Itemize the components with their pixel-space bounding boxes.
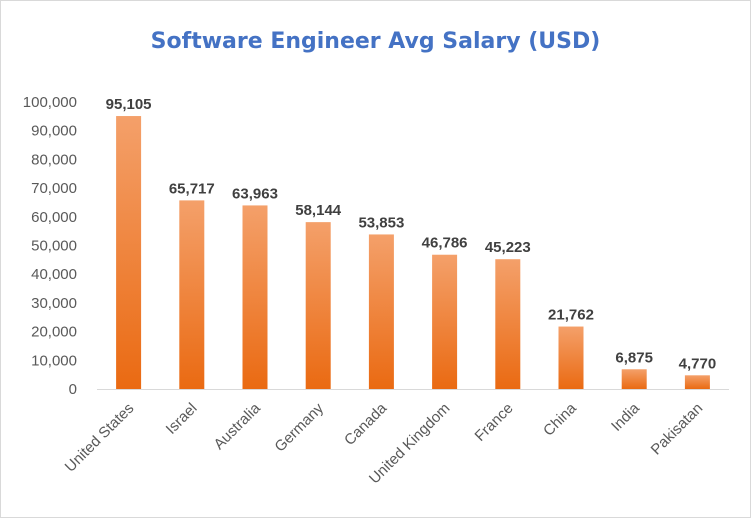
bar: [368, 234, 394, 389]
data-label: 95,105: [106, 96, 152, 113]
x-tick-label: India: [608, 399, 643, 434]
y-tick-label: 90,000: [31, 123, 77, 140]
y-tick-label: 60,000: [31, 209, 77, 226]
bar: [684, 375, 710, 389]
y-tick-label: 100,000: [23, 94, 77, 111]
x-tick-label: China: [540, 399, 580, 439]
bar: [621, 369, 647, 389]
bar: [495, 259, 521, 389]
bar: [179, 200, 205, 389]
y-axis: 0 10,000 20,000 30,000 40,000 50,000 60,000 70,…: [23, 94, 77, 398]
data-label: 46,786: [422, 235, 468, 252]
y-tick-label: 30,000: [31, 295, 77, 312]
x-tick-label: Australia: [211, 399, 265, 453]
bars-group: [116, 116, 710, 390]
data-label: 53,853: [358, 214, 404, 231]
x-tick-label: Israel: [163, 400, 201, 438]
bar: [242, 205, 268, 389]
data-label: 45,223: [485, 239, 531, 256]
x-axis: United States Israel Australia Germany Canad…: [62, 389, 729, 487]
y-tick-label: 0: [69, 381, 77, 398]
bar: [116, 116, 142, 390]
x-tick-label: Germany: [271, 399, 327, 455]
bar: [432, 254, 458, 389]
bar: [558, 326, 584, 389]
x-tick-label: Pakisatan: [648, 400, 707, 459]
y-tick-label: 10,000: [31, 352, 77, 369]
data-label: 58,144: [295, 202, 342, 219]
y-tick-label: 80,000: [31, 151, 77, 168]
data-label: 21,762: [548, 307, 594, 324]
y-tick-label: 50,000: [31, 238, 77, 255]
y-tick-label: 40,000: [31, 266, 77, 283]
chart-title: Software Engineer Avg Salary (USD): [150, 29, 601, 54]
data-label: 65,717: [169, 180, 215, 197]
bar: [305, 222, 331, 389]
data-label: 4,770: [679, 355, 717, 372]
x-tick-label: France: [472, 400, 517, 445]
data-labels: 95,105 65,717 63,963 58,144 53,853 46,786 45,2…: [106, 96, 717, 372]
y-tick-label: 20,000: [31, 324, 77, 341]
x-tick-label: United States: [62, 400, 138, 476]
data-label: 63,963: [232, 185, 278, 202]
y-tick-label: 70,000: [31, 180, 77, 197]
x-tick-label: Canada: [341, 399, 391, 449]
data-label: 6,875: [615, 349, 653, 366]
